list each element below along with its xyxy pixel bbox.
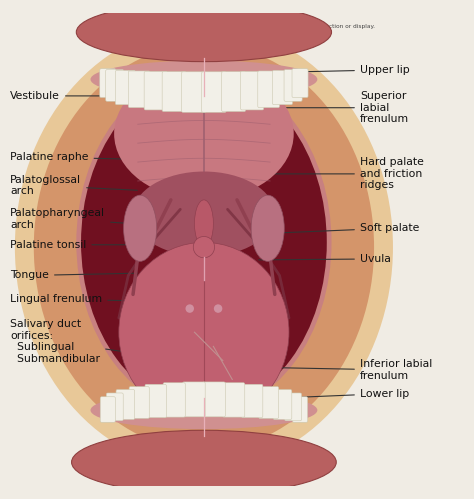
FancyBboxPatch shape bbox=[182, 72, 206, 112]
FancyBboxPatch shape bbox=[258, 71, 280, 108]
Text: Lower lip: Lower lip bbox=[275, 389, 409, 399]
FancyBboxPatch shape bbox=[163, 383, 185, 417]
FancyBboxPatch shape bbox=[145, 384, 166, 418]
Ellipse shape bbox=[193, 237, 215, 258]
Text: Upper lip: Upper lip bbox=[283, 65, 410, 75]
FancyBboxPatch shape bbox=[106, 393, 123, 421]
Text: Tongue: Tongue bbox=[10, 270, 137, 280]
FancyBboxPatch shape bbox=[203, 382, 225, 417]
Ellipse shape bbox=[251, 195, 284, 261]
FancyBboxPatch shape bbox=[273, 390, 292, 420]
Text: Uvula: Uvula bbox=[259, 254, 391, 264]
FancyBboxPatch shape bbox=[128, 71, 150, 108]
Text: Vestibule: Vestibule bbox=[10, 91, 140, 101]
FancyBboxPatch shape bbox=[116, 390, 135, 420]
FancyBboxPatch shape bbox=[292, 397, 308, 422]
Ellipse shape bbox=[214, 304, 222, 313]
FancyBboxPatch shape bbox=[115, 70, 136, 105]
Ellipse shape bbox=[15, 25, 393, 469]
Ellipse shape bbox=[34, 44, 374, 451]
Text: Hard palate
and friction
ridges: Hard palate and friction ridges bbox=[273, 157, 424, 191]
Text: Salivary duct
orifices:
  Sublingual
  Submandibular: Salivary duct orifices: Sublingual Subma… bbox=[10, 319, 166, 364]
Text: Copyright © The McGraw-Hill Companies, Inc. Permission required for reproduction: Copyright © The McGraw-Hill Companies, I… bbox=[99, 23, 375, 29]
FancyBboxPatch shape bbox=[284, 393, 301, 421]
FancyBboxPatch shape bbox=[259, 387, 279, 419]
FancyBboxPatch shape bbox=[284, 70, 302, 101]
FancyBboxPatch shape bbox=[223, 383, 245, 417]
Ellipse shape bbox=[119, 243, 289, 422]
Ellipse shape bbox=[133, 172, 275, 256]
Ellipse shape bbox=[194, 200, 213, 247]
FancyBboxPatch shape bbox=[202, 72, 226, 112]
Text: Palatine tonsil: Palatine tonsil bbox=[10, 240, 137, 250]
FancyBboxPatch shape bbox=[241, 384, 263, 418]
Text: Palatoglossal
arch: Palatoglossal arch bbox=[10, 175, 137, 197]
Text: Palatine raphe: Palatine raphe bbox=[10, 152, 154, 162]
FancyBboxPatch shape bbox=[273, 70, 292, 105]
Ellipse shape bbox=[91, 60, 318, 98]
FancyBboxPatch shape bbox=[100, 69, 116, 97]
FancyBboxPatch shape bbox=[182, 382, 205, 417]
FancyBboxPatch shape bbox=[222, 72, 246, 112]
Ellipse shape bbox=[124, 195, 156, 261]
FancyBboxPatch shape bbox=[106, 70, 124, 101]
Text: Lingual frenulum: Lingual frenulum bbox=[10, 294, 161, 304]
Ellipse shape bbox=[91, 391, 318, 429]
Text: Superior
labial
frenulum: Superior labial frenulum bbox=[256, 91, 409, 124]
Ellipse shape bbox=[76, 2, 331, 62]
Text: Palatopharyngeal
arch: Palatopharyngeal arch bbox=[10, 208, 128, 230]
Text: Inferior labial
frenulum: Inferior labial frenulum bbox=[278, 359, 432, 381]
FancyBboxPatch shape bbox=[100, 397, 115, 422]
Text: Soft palate: Soft palate bbox=[280, 223, 419, 233]
Ellipse shape bbox=[72, 430, 336, 494]
Ellipse shape bbox=[81, 77, 327, 408]
Ellipse shape bbox=[114, 67, 294, 200]
FancyBboxPatch shape bbox=[292, 69, 308, 97]
FancyBboxPatch shape bbox=[241, 71, 264, 110]
FancyBboxPatch shape bbox=[129, 387, 149, 419]
FancyBboxPatch shape bbox=[144, 71, 167, 110]
Ellipse shape bbox=[76, 72, 331, 413]
Ellipse shape bbox=[185, 304, 194, 313]
FancyBboxPatch shape bbox=[162, 72, 186, 112]
